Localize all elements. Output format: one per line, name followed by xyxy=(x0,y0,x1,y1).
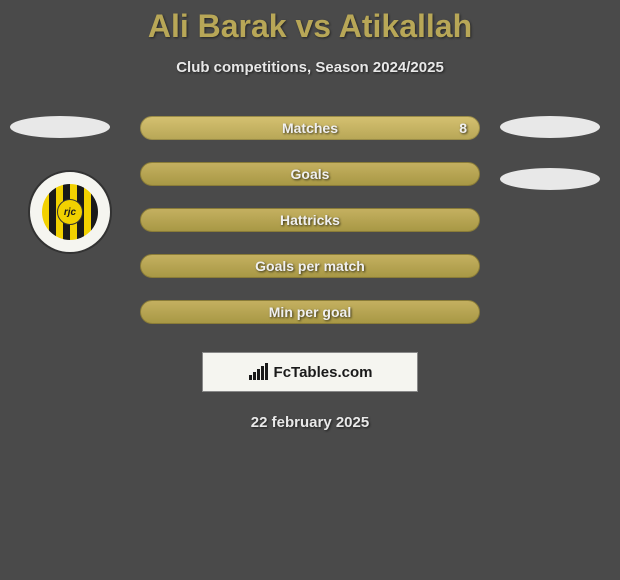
stat-bar-hattricks: Hattricks xyxy=(140,208,480,232)
stat-bar-goals-per-match: Goals per match xyxy=(140,254,480,278)
stat-bar-matches: Matches 8 xyxy=(140,116,480,140)
comparison-chart: rjc Matches 8 Goals Hattricks Goals per … xyxy=(0,116,620,431)
club-badge-stripes: rjc xyxy=(42,184,98,240)
page-title: Ali Barak vs Atikallah xyxy=(0,8,620,45)
header: Ali Barak vs Atikallah Club competitions… xyxy=(0,0,620,76)
stat-label: Goals xyxy=(291,166,330,182)
stat-bar-goals: Goals xyxy=(140,162,480,186)
club-badge: rjc xyxy=(28,170,112,254)
player-right-marker-1 xyxy=(500,116,600,138)
stat-label: Goals per match xyxy=(255,258,365,274)
page-subtitle: Club competitions, Season 2024/2025 xyxy=(0,59,620,76)
club-badge-text: rjc xyxy=(57,199,83,225)
stat-label: Min per goal xyxy=(269,304,351,320)
stat-label: Hattricks xyxy=(280,212,340,228)
stat-bar-min-per-goal: Min per goal xyxy=(140,300,480,324)
footer-date: 22 february 2025 xyxy=(0,414,620,431)
stat-bars: Matches 8 Goals Hattricks Goals per matc… xyxy=(140,116,480,324)
brand-text: FcTables.com xyxy=(274,364,373,381)
player-right-marker-2 xyxy=(500,168,600,190)
brand-box[interactable]: FcTables.com xyxy=(202,352,418,392)
right-player-markers xyxy=(500,116,600,220)
player-left-marker xyxy=(10,116,110,138)
chart-bars-icon xyxy=(248,363,270,381)
stat-label: Matches xyxy=(282,120,338,136)
stat-value-right: 8 xyxy=(459,120,467,136)
left-player-markers xyxy=(10,116,110,168)
